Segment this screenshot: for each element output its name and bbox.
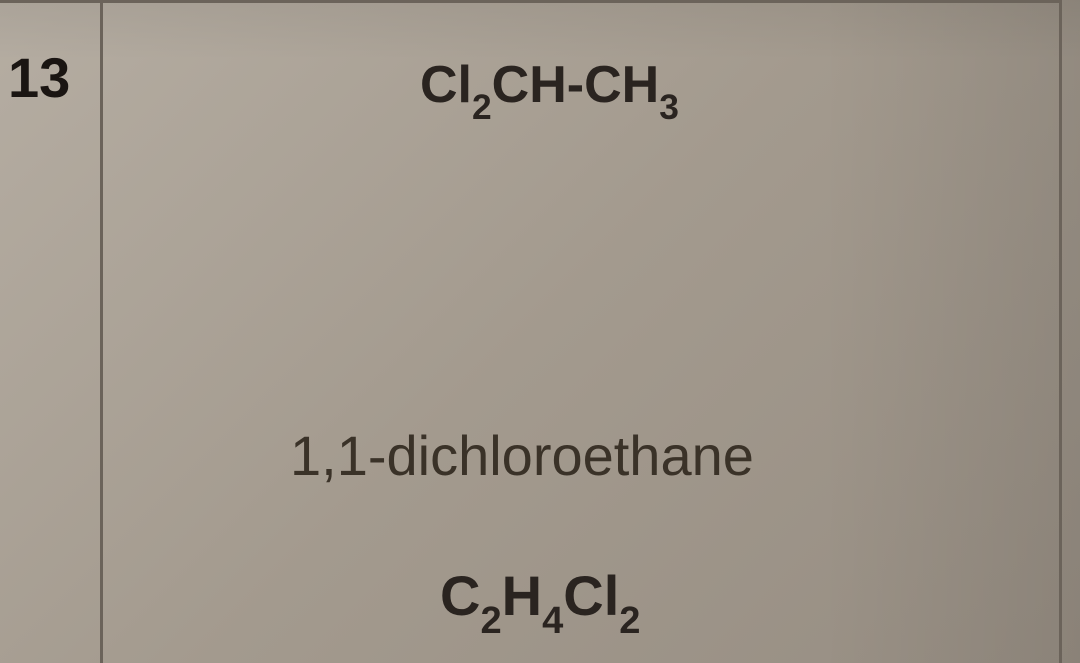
molecular-formula: C2H4Cl2 <box>440 563 640 637</box>
worksheet-page: 13 Cl2CH-CH3 1,1-dichloroethane C2H4Cl2 <box>0 0 1080 663</box>
structural-formula: Cl2CH-CH3 <box>420 55 679 122</box>
formula-subscript: 4 <box>542 600 563 642</box>
table-cell-frame: 13 Cl2CH-CH3 1,1-dichloroethane C2H4Cl2 <box>0 0 1062 663</box>
column-divider <box>100 3 103 663</box>
formula-element: H <box>502 564 542 627</box>
formula-subscript: 2 <box>619 600 640 642</box>
formula-part: CH-CH <box>492 56 660 114</box>
formula-element: Cl <box>563 564 619 627</box>
question-number: 13 <box>8 45 70 110</box>
formula-element: C <box>440 564 480 627</box>
compound-name: 1,1-dichloroethane <box>290 423 754 488</box>
formula-subscript: 2 <box>480 600 501 642</box>
formula-subscript: 3 <box>659 88 679 127</box>
formula-part: Cl <box>420 56 472 114</box>
formula-subscript: 2 <box>472 88 492 127</box>
